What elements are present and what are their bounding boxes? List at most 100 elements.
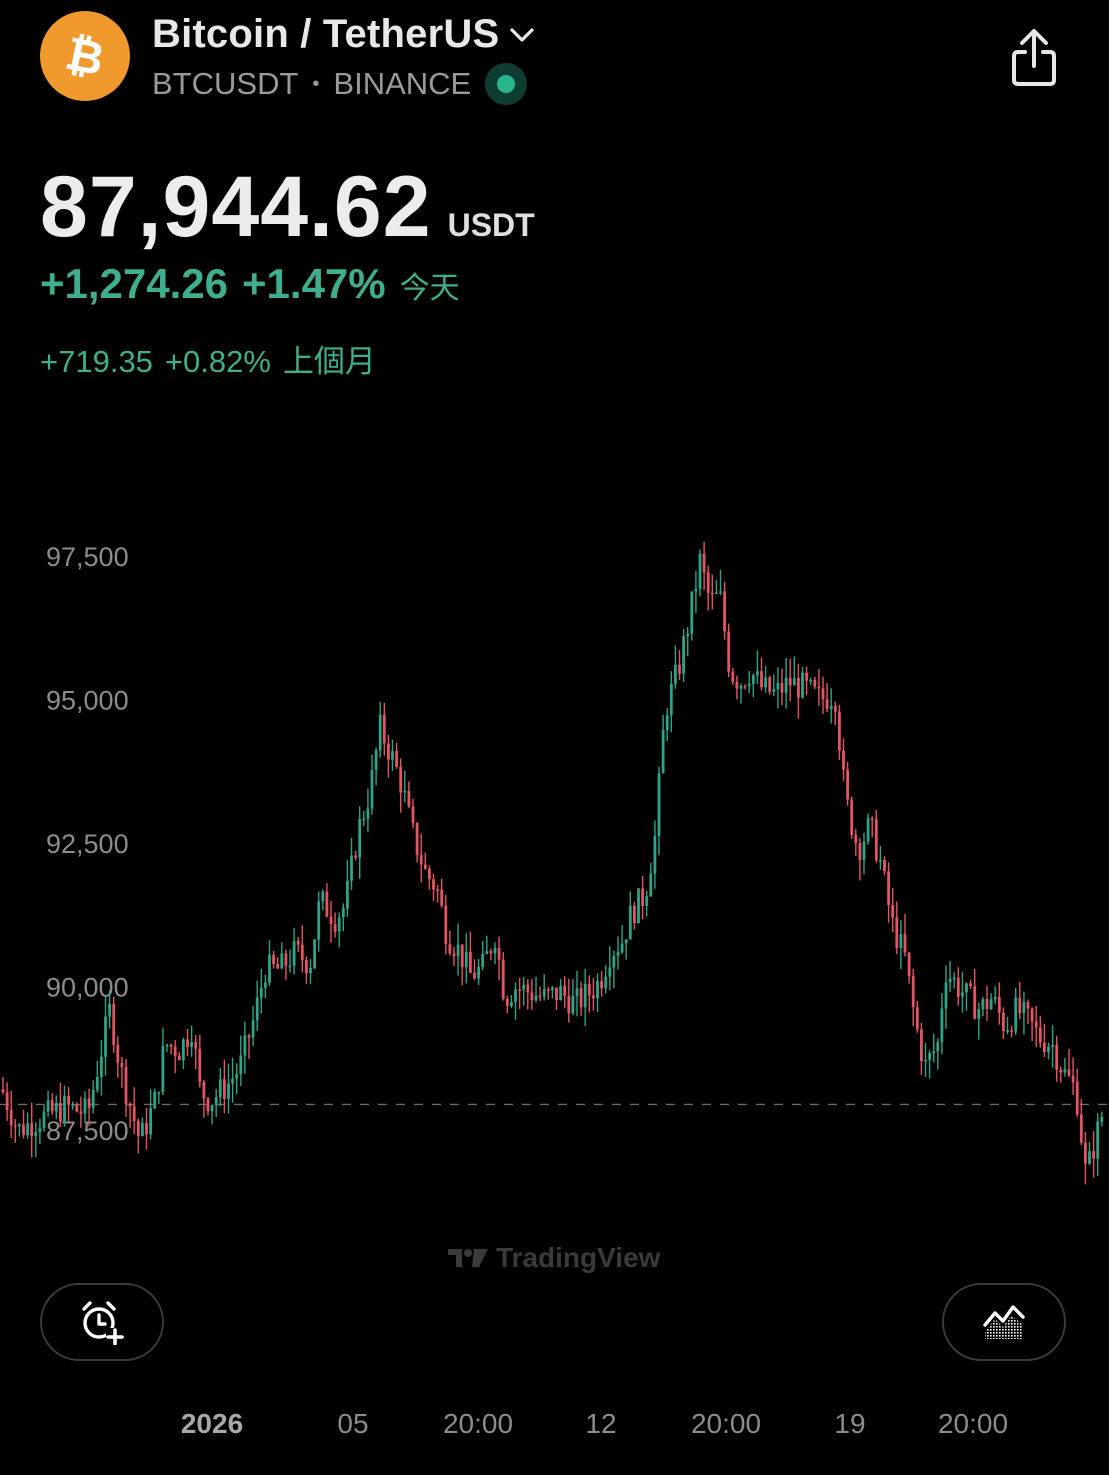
candle-body	[112, 1003, 116, 1045]
candle-body	[423, 864, 427, 869]
candle-body	[784, 677, 788, 693]
candle-body	[231, 1078, 234, 1084]
price-chart[interactable]: 97,500 95,000 92,500 90,000 87,500	[0, 500, 1109, 1240]
candle-body	[575, 988, 579, 997]
candle-body	[616, 952, 620, 956]
candle-body	[460, 944, 464, 968]
candle-body	[579, 988, 583, 1008]
candle-body	[1055, 1044, 1059, 1070]
x-tick-label: 05	[337, 1408, 369, 1439]
candle-body	[805, 672, 808, 681]
candle-body	[993, 997, 997, 1000]
candle-body	[518, 989, 521, 991]
candle-body	[510, 1002, 513, 1006]
y-tick-label: 95,000	[46, 686, 129, 716]
time-axis[interactable]: 2026 05 20:00 12 20:00 19 20:00	[0, 1408, 1109, 1452]
candle-body	[895, 917, 899, 949]
candle-body	[862, 841, 866, 860]
x-tick-label: 20:00	[442, 1408, 514, 1439]
add-alert-button[interactable]	[40, 1283, 164, 1361]
candle-body	[71, 1104, 75, 1106]
candle-body	[239, 1055, 243, 1075]
candle-body	[419, 854, 423, 865]
tradingview-logo-icon	[448, 1249, 488, 1267]
candle-body	[305, 960, 308, 974]
candle-body	[149, 1108, 152, 1135]
candle-body	[1038, 1027, 1042, 1043]
candle-body	[469, 951, 472, 973]
price-display: 87,944.62 USDT	[40, 158, 535, 257]
candle-body	[5, 1092, 9, 1110]
candle-body	[538, 995, 542, 998]
candle-body	[969, 983, 972, 987]
candle-body	[26, 1123, 29, 1136]
candle-body	[920, 1029, 923, 1062]
candle-body	[899, 934, 903, 949]
candle-body	[124, 1066, 128, 1104]
svg-text:₿: ₿	[61, 28, 109, 84]
candle-body	[661, 730, 665, 774]
candle-body	[1051, 1044, 1054, 1047]
candle-body	[1063, 1069, 1067, 1073]
candle-body	[571, 996, 575, 1014]
candle-body	[235, 1074, 239, 1079]
candle-body	[399, 766, 403, 793]
candle-body	[842, 750, 845, 770]
candle-body	[1043, 1042, 1046, 1053]
candle-body	[223, 1079, 226, 1099]
candle-body	[382, 714, 386, 744]
add-alarm-icon	[82, 1301, 124, 1345]
candle-body	[337, 917, 341, 932]
candle-body	[764, 677, 767, 688]
candle-body	[534, 995, 538, 1001]
candle-body	[952, 977, 956, 980]
y-tick-label: 87,500	[46, 1116, 129, 1146]
candle-body	[194, 1042, 198, 1049]
candle-body	[177, 1055, 181, 1061]
candle-body	[997, 997, 1001, 1013]
candle-body	[944, 982, 948, 1009]
share-button[interactable]	[1006, 26, 1062, 88]
candle-body	[1092, 1151, 1095, 1159]
candle-body	[915, 1007, 919, 1030]
x-tick-label: 12	[585, 1408, 617, 1439]
candle-body	[792, 677, 796, 686]
candle-body	[391, 751, 394, 760]
candle-body	[132, 1106, 136, 1122]
change-today-percent: +1.47%	[242, 260, 386, 307]
candle-body	[965, 983, 968, 993]
candle-body	[821, 688, 825, 700]
candle-body	[333, 924, 337, 932]
candle-body	[907, 952, 911, 977]
chart-style-button[interactable]	[942, 1283, 1066, 1361]
candle-body	[83, 1098, 87, 1114]
tradingview-watermark: TradingView	[448, 1238, 660, 1278]
candle-body	[526, 984, 530, 993]
candle-body	[452, 953, 456, 957]
candle-body	[87, 1098, 91, 1108]
candle-body	[153, 1092, 157, 1109]
candle-body	[247, 1035, 251, 1038]
candle-body	[1018, 997, 1022, 1014]
candle-body	[719, 591, 722, 593]
y-tick-label: 90,000	[46, 973, 129, 1003]
candle-body	[473, 972, 476, 979]
candle-body	[321, 891, 325, 902]
candle-body	[448, 944, 452, 954]
candle-body	[128, 1103, 132, 1107]
candle-body	[542, 989, 546, 997]
symbol-selector[interactable]: Bitcoin / TetherUS	[152, 12, 535, 57]
candle-body	[825, 699, 829, 709]
candle-body	[157, 1091, 161, 1094]
header: ₿ Bitcoin / TetherUS BTCUSDT • BINANCE	[0, 0, 1109, 130]
candle-body	[887, 871, 890, 906]
candle-body	[100, 1056, 103, 1077]
candle-body	[645, 896, 649, 906]
x-tick-label: 2026	[180, 1408, 244, 1439]
candle-body	[243, 1035, 247, 1056]
candle-body	[67, 1095, 70, 1105]
candle-body	[415, 823, 419, 855]
candle-body	[272, 954, 275, 964]
candle-body	[583, 983, 587, 1008]
candlestick-chart[interactable]: 97,500 95,000 92,500 90,000 87,500	[0, 500, 1109, 1240]
